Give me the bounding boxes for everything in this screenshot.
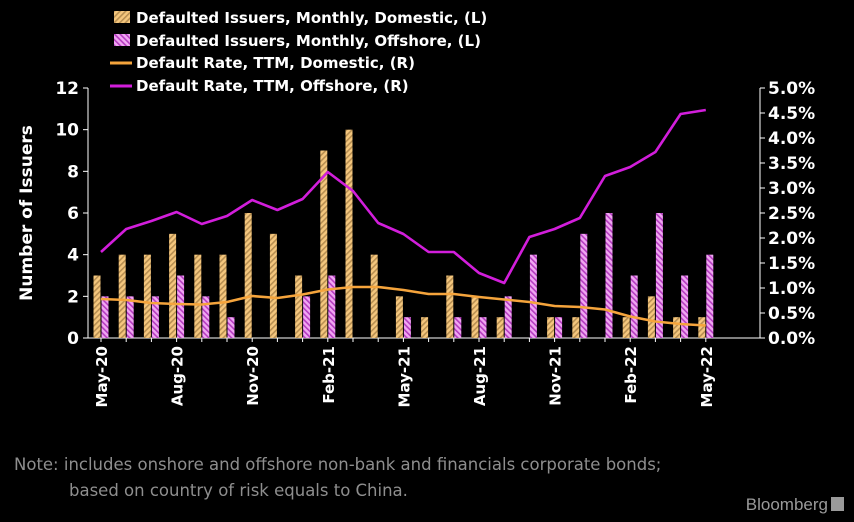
- bar-domestic: [622, 317, 630, 338]
- legend-label-domestic-bar: Defaulted Issuers, Monthly, Domestic, (L…: [136, 9, 487, 27]
- legend-label-domestic-line: Default Rate, TTM, Domestic, (R): [136, 54, 415, 72]
- x-tick-label: Aug-21: [471, 346, 489, 406]
- bar-offshore: [403, 317, 411, 338]
- bar-offshore: [479, 317, 487, 338]
- bar-domestic: [471, 296, 479, 338]
- legend: Defaulted Issuers, Monthly, Domestic, (L…: [110, 9, 487, 95]
- bar-domestic: [269, 233, 277, 338]
- left-tick-label: 12: [55, 79, 79, 99]
- bar-offshore: [177, 275, 185, 338]
- right-axis-ticks: 0.0% 0.5% 1.0% 1.5% 2.0% 2.5% 3.0% 3.5% 4.0% 4.5%…: [760, 79, 815, 349]
- bar-offshore: [126, 296, 134, 338]
- bar-offshore: [151, 296, 159, 338]
- bar-domestic: [647, 296, 655, 338]
- bar-domestic: [572, 317, 580, 338]
- bar-offshore: [655, 213, 663, 338]
- brand-logo: Bloomberg: [746, 495, 844, 515]
- right-tick-label: 3.0%: [768, 179, 815, 199]
- bar-domestic: [320, 150, 328, 338]
- bar-domestic: [496, 317, 504, 338]
- x-tick-label: Nov-21: [547, 346, 565, 406]
- line-default-rate-domestic: [100, 285, 706, 327]
- bloomberg-icon: [831, 497, 844, 511]
- x-tick-label: Aug-20: [169, 346, 187, 406]
- right-tick-label: 5.0%: [768, 79, 815, 99]
- line-series: [100, 108, 707, 327]
- bar-domestic: [295, 275, 303, 338]
- bar-domestic: [219, 254, 227, 338]
- x-tick-label: May-22: [698, 346, 716, 407]
- right-tick-label: 4.0%: [768, 129, 815, 149]
- legend-label-offshore-bar: Defaulted Issuers, Monthly, Offshore, (L…: [136, 32, 481, 50]
- bar-domestic: [446, 275, 454, 338]
- bar-domestic: [395, 296, 403, 338]
- bar-domestic: [547, 317, 555, 338]
- bar-offshore: [706, 254, 714, 338]
- footnote-line-1: Note: includes onshore and offshore non-…: [14, 455, 662, 474]
- bar-offshore: [454, 317, 462, 338]
- bar-domestic: [421, 317, 429, 338]
- left-tick-label: 6: [67, 204, 79, 224]
- bar-offshore: [504, 296, 512, 338]
- right-tick-label: 4.5%: [768, 104, 815, 124]
- legend-label-offshore-line: Default Rate, TTM, Offshore, (R): [136, 77, 409, 95]
- bar-domestic: [93, 275, 101, 338]
- line-default-rate-offshore: [100, 108, 707, 285]
- left-tick-label: 4: [67, 246, 79, 266]
- right-tick-label: 2.5%: [768, 204, 815, 224]
- bar-offshore: [529, 254, 537, 338]
- x-tick-label: Feb-21: [320, 346, 338, 404]
- bar-offshore: [630, 275, 638, 338]
- bar-domestic: [143, 254, 151, 338]
- right-tick-label: 2.0%: [768, 229, 815, 249]
- right-tick-label: 3.5%: [768, 154, 815, 174]
- bar-offshore: [328, 275, 336, 338]
- left-tick-label: 8: [67, 162, 79, 182]
- bar-offshore: [227, 317, 235, 338]
- legend-swatch-offshore-bar: [114, 34, 130, 46]
- bar-offshore: [681, 275, 689, 338]
- bar-domestic: [345, 129, 353, 338]
- bar-offshore: [101, 296, 109, 338]
- bar-offshore: [605, 213, 613, 338]
- bar-offshore: [202, 296, 210, 338]
- left-tick-label: 10: [55, 121, 79, 141]
- bar-domestic: [244, 213, 252, 338]
- right-tick-label: 0.5%: [768, 304, 815, 324]
- footnote-line-2: based on country of risk equals to China…: [69, 481, 408, 500]
- x-tick-label: Feb-22: [622, 346, 640, 404]
- bar-domestic: [194, 254, 202, 338]
- bar-offshore: [555, 317, 563, 338]
- bar-domestic: [370, 254, 378, 338]
- legend-swatch-domestic-bar: [114, 11, 130, 23]
- right-tick-label: 1.5%: [768, 254, 815, 274]
- bar-offshore: [303, 296, 311, 338]
- bar-domestic: [169, 233, 177, 338]
- brand-name: Bloomberg: [745, 495, 828, 514]
- x-axis-ticks: May-20 Aug-20 Nov-20 Feb-21 May-21 Aug-21 Nov-…: [93, 338, 716, 407]
- bar-series: [93, 129, 714, 338]
- bar-domestic: [673, 317, 681, 338]
- left-tick-label: 0: [67, 329, 79, 349]
- bar-domestic: [698, 317, 706, 338]
- footnote: Note: includes onshore and offshore non-…: [14, 452, 834, 504]
- x-tick-label: May-21: [395, 346, 413, 407]
- x-tick-label: Nov-20: [244, 346, 262, 406]
- bar-offshore: [580, 233, 588, 338]
- left-tick-label: 2: [67, 287, 79, 307]
- bar-domestic: [118, 254, 126, 338]
- right-tick-label: 0.0%: [768, 329, 815, 349]
- x-tick-label: May-20: [93, 346, 111, 407]
- y-axis-title: Number of Issuers: [17, 125, 37, 301]
- right-tick-label: 1.0%: [768, 279, 815, 299]
- left-axis-ticks: 0 2 4 6 8 10 12: [55, 79, 88, 349]
